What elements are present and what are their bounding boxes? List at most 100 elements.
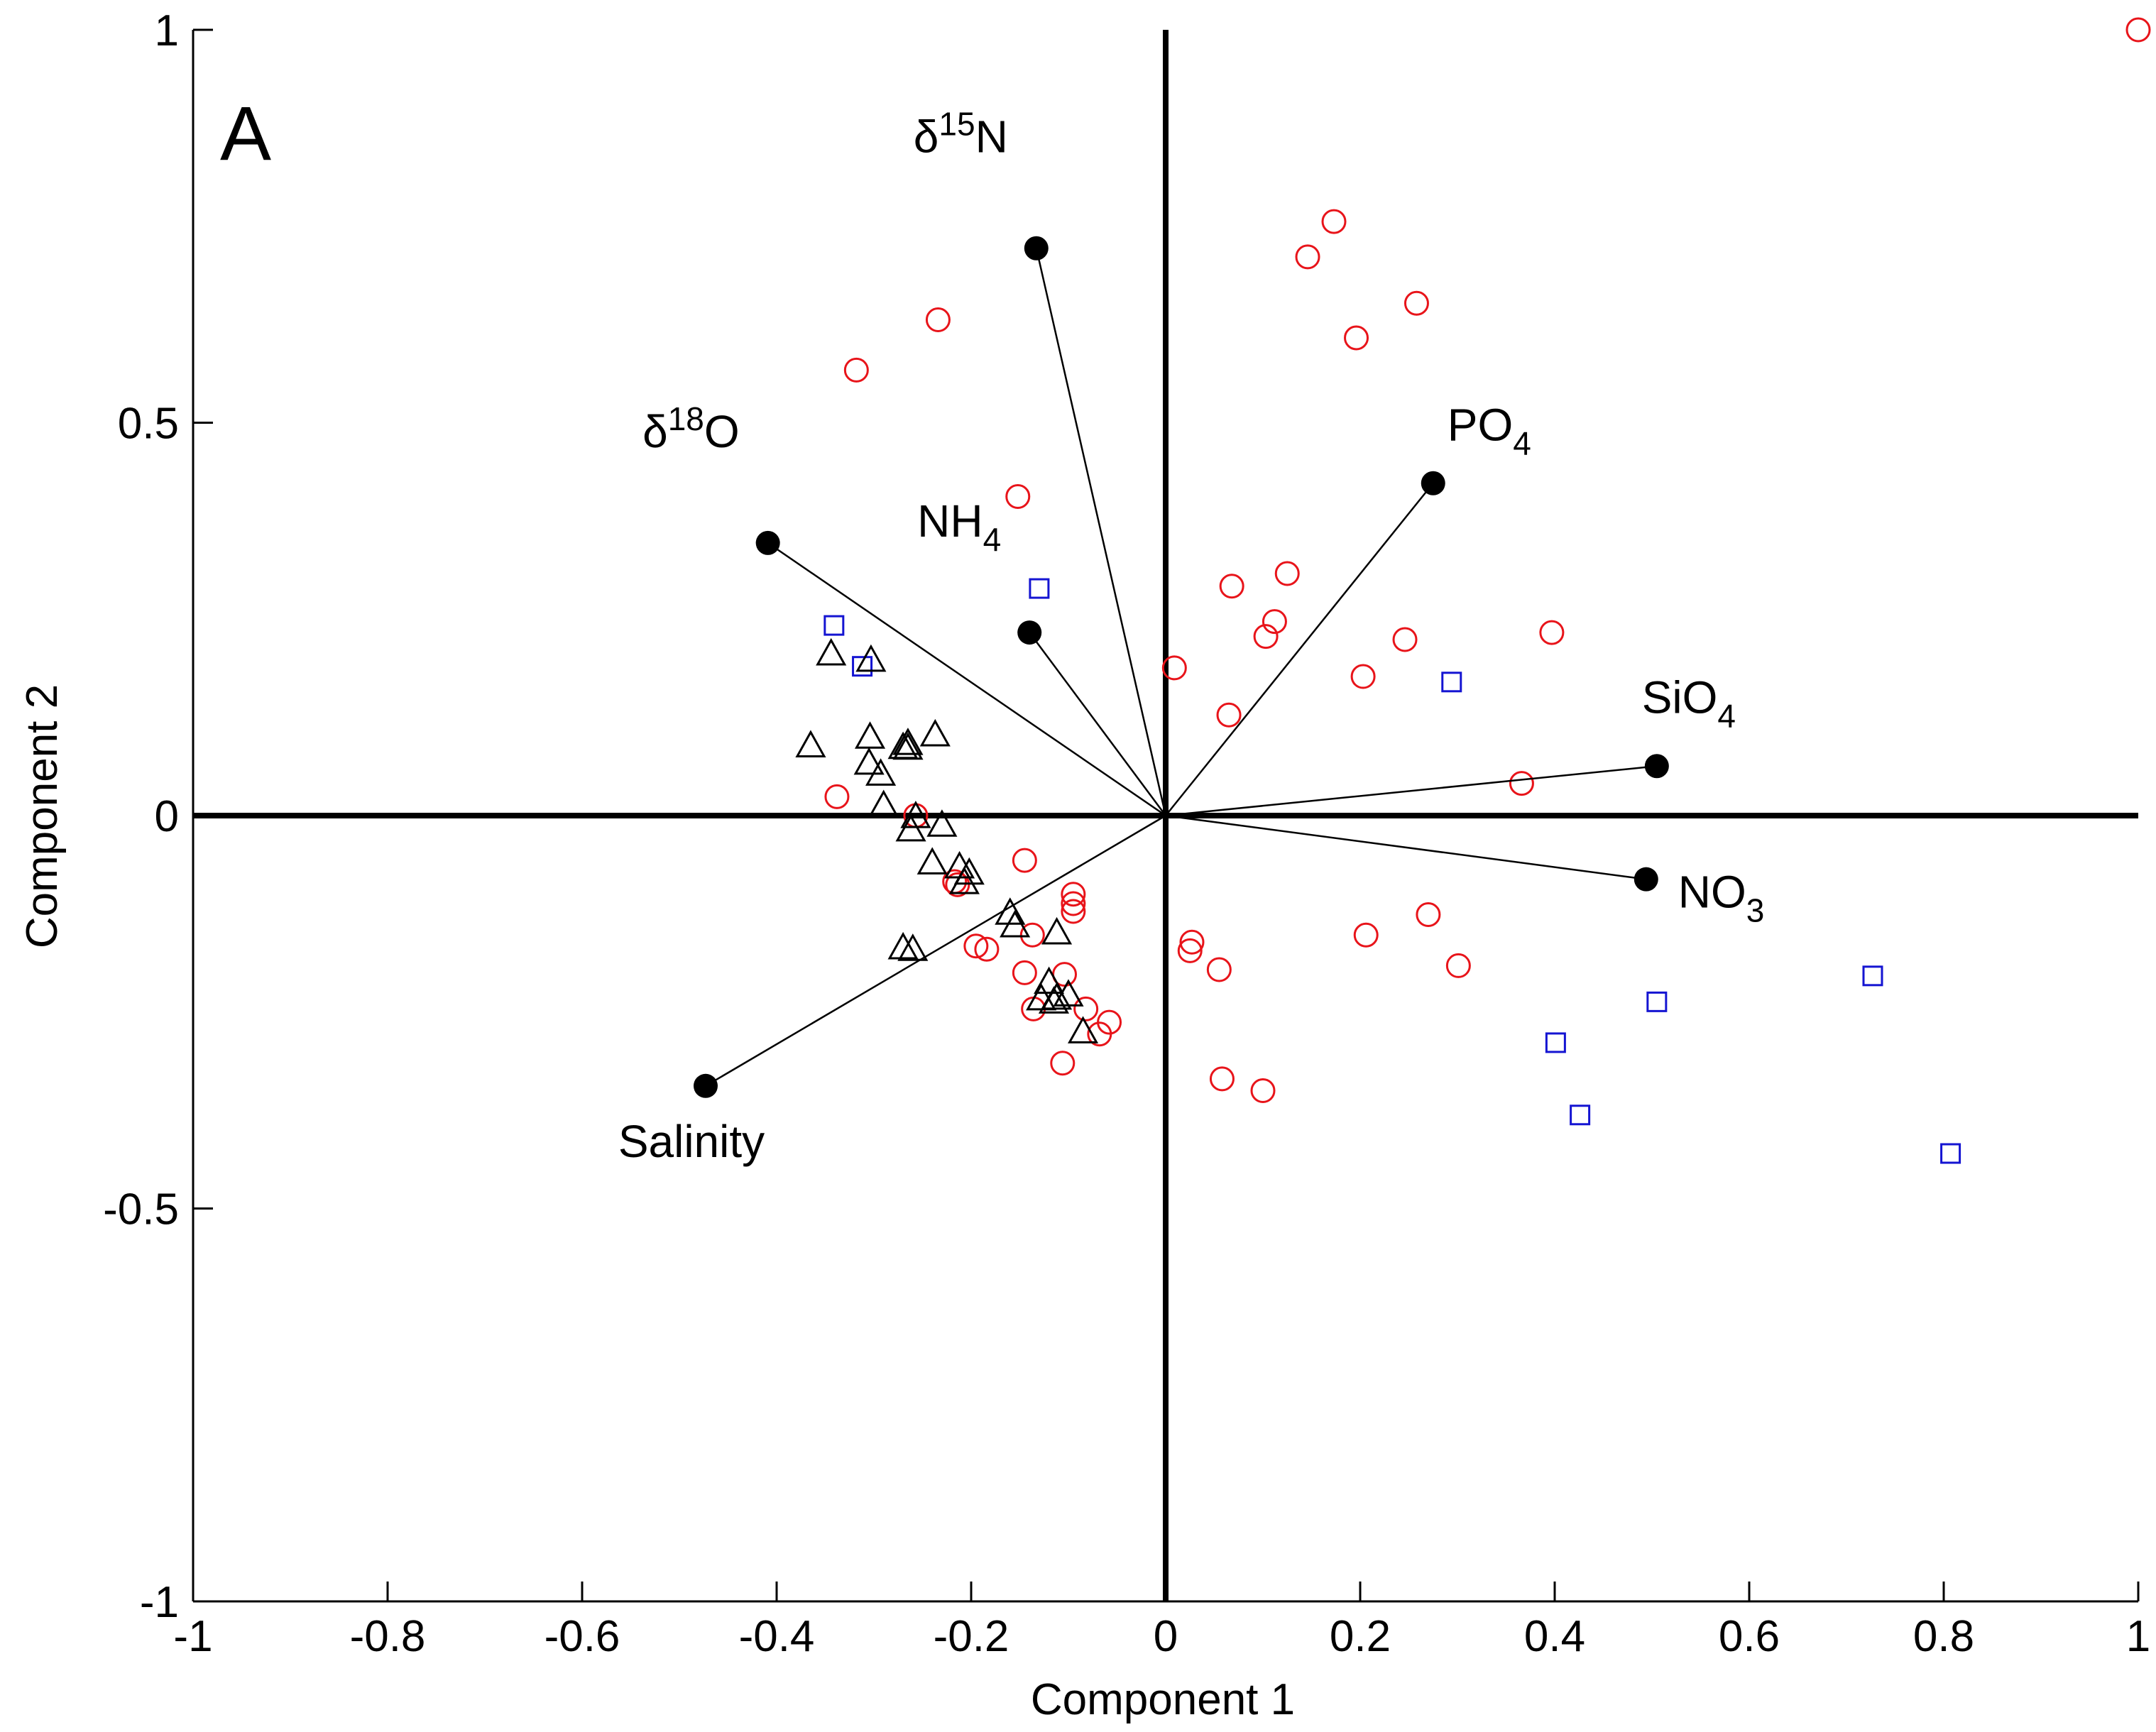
triangle-point <box>916 847 948 875</box>
x-tick-label: 0.2 <box>1330 1612 1391 1661</box>
y-tick-label: 1 <box>155 6 179 55</box>
loading-point <box>693 1073 718 1098</box>
triangle-point <box>1038 986 1070 1014</box>
circle-point <box>1392 627 1418 652</box>
triangle-point <box>926 809 958 837</box>
x-axis-title: Component 1 <box>1031 1675 1295 1724</box>
x-tick-label: -0.6 <box>545 1612 620 1661</box>
loading-point <box>755 530 780 555</box>
y-tick-label: 0.5 <box>118 400 179 449</box>
loading-line <box>1165 482 1434 816</box>
triangle-point <box>895 813 926 842</box>
circle-point <box>1216 702 1242 728</box>
loading-label: NH4 <box>917 495 1001 558</box>
triangle-point <box>795 730 826 757</box>
circle-point <box>1539 620 1565 645</box>
triangle-point <box>854 721 886 749</box>
circle-point <box>824 784 850 809</box>
circle-point <box>1161 655 1187 681</box>
triangle-point <box>1034 966 1065 994</box>
y-tick-label: -1 <box>140 1578 179 1627</box>
triangle-point <box>919 718 951 747</box>
square-point <box>1545 1032 1566 1053</box>
x-tick-label: 0.6 <box>1719 1612 1780 1661</box>
circle-point <box>1344 325 1369 351</box>
triangle-point <box>853 747 885 775</box>
triangle-point <box>865 758 897 786</box>
triangle-point <box>887 731 919 760</box>
square-point <box>1646 991 1668 1012</box>
circle-point <box>843 357 869 383</box>
circle-point <box>1219 574 1244 599</box>
square-point <box>1441 672 1462 693</box>
triangle-point <box>897 933 929 961</box>
loading-point <box>1017 620 1042 645</box>
loading-label: δ18O <box>642 400 740 457</box>
circle-point <box>1509 771 1534 796</box>
loading-point <box>1644 754 1669 779</box>
triangle-point <box>887 931 919 960</box>
circle-point <box>1177 938 1203 963</box>
x-tick-label: 0.4 <box>1524 1612 1585 1661</box>
loading-point <box>1634 867 1658 892</box>
loading-line <box>1035 248 1167 816</box>
square-point <box>852 656 873 677</box>
circle-point <box>1403 290 1429 316</box>
circle-point <box>1012 960 1037 985</box>
circle-point <box>1012 848 1037 873</box>
circle-point <box>1250 1078 1276 1103</box>
circle-point <box>1061 882 1086 907</box>
circle-point <box>1005 484 1031 510</box>
y-axis-title: Component 2 <box>18 684 67 948</box>
loading-label: SiO4 <box>1642 672 1736 734</box>
triangle-point <box>1053 979 1084 1007</box>
x-tick-label: -0.2 <box>934 1612 1009 1661</box>
circle-point <box>1295 244 1320 270</box>
circle-point <box>1087 1021 1112 1047</box>
circle-point <box>1061 891 1086 916</box>
square-point <box>1862 965 1883 987</box>
loading-label: Salinity <box>618 1116 765 1167</box>
circle-point <box>1073 996 1099 1021</box>
circle-point <box>1353 922 1379 948</box>
circle-point <box>1209 1066 1235 1092</box>
loading-line <box>1165 814 1646 880</box>
triangle-point <box>868 789 899 818</box>
loading-point <box>1024 236 1049 261</box>
triangle-point <box>1000 909 1031 938</box>
loading-line <box>705 814 1166 1087</box>
circle-point <box>925 307 951 332</box>
circle-point <box>1061 899 1086 924</box>
x-tick-label: 0 <box>1154 1612 1178 1661</box>
loading-vectors: δ15N δ18O NH4 PO4 SiO4 NO3 Salinity <box>618 106 1765 1167</box>
square-point <box>823 615 845 636</box>
circle-point <box>1050 1051 1076 1076</box>
circle-point <box>945 872 970 897</box>
loading-point <box>1421 471 1445 495</box>
loading-line <box>767 542 1166 817</box>
x-tick-label: -1 <box>173 1612 212 1661</box>
triangle-point <box>816 637 847 666</box>
circle-point <box>1445 953 1471 978</box>
data-points <box>795 17 2151 1164</box>
circle-point <box>1253 624 1279 650</box>
y-tick-label: 0 <box>155 792 179 841</box>
loading-label: NO3 <box>1678 867 1765 929</box>
triangle-point <box>855 644 887 672</box>
circle-point <box>2125 17 2151 43</box>
y-tick-label: -0.5 <box>103 1185 179 1234</box>
triangle-point <box>948 867 980 894</box>
x-tick-label: 1 <box>2126 1612 2150 1661</box>
loading-label: PO4 <box>1448 400 1531 462</box>
x-tick-label: 0.8 <box>1913 1612 1974 1661</box>
loading-line <box>1029 632 1167 816</box>
x-tick-label: -0.8 <box>350 1612 426 1661</box>
circle-point <box>1019 922 1045 948</box>
triangle-point <box>1067 1016 1099 1043</box>
loading-label: δ15N <box>914 106 1008 163</box>
circle-point <box>963 933 989 959</box>
x-tick-label: -0.4 <box>739 1612 815 1661</box>
circle-point <box>1416 901 1441 927</box>
